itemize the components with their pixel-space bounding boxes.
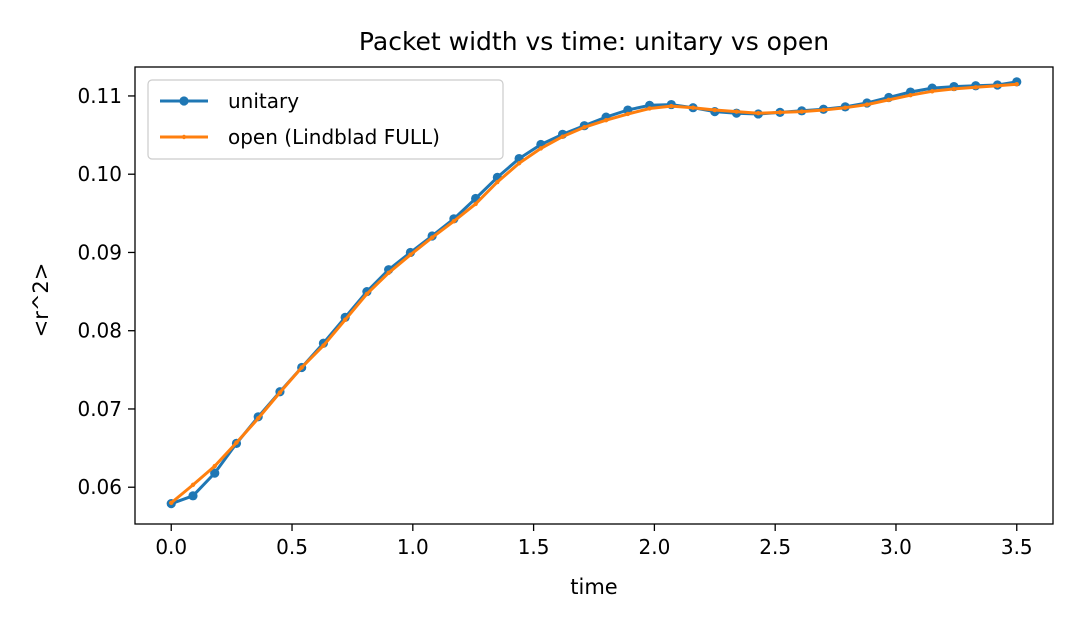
data-point xyxy=(973,85,978,90)
x-axis-label: time xyxy=(570,575,617,599)
data-point xyxy=(603,118,609,123)
data-point xyxy=(364,291,370,297)
data-point xyxy=(234,440,239,445)
data-point xyxy=(299,365,304,370)
plot-frame xyxy=(134,66,1054,525)
series-layer xyxy=(166,77,1022,509)
data-point xyxy=(429,235,435,240)
axis-ticks: 0.0 0.5 1.0 1.5 2.0 2.5 3.0 3.5 0.06 0.07 0.08 0.09… xyxy=(77,84,1032,559)
data-point xyxy=(495,179,500,185)
data-point xyxy=(321,343,326,348)
x-tick-label: 1.0 xyxy=(397,535,429,559)
series-line xyxy=(170,82,1017,505)
data-point xyxy=(212,463,217,469)
y-tick-label: 0.10 xyxy=(77,162,122,186)
legend-swatch-marker xyxy=(181,134,187,140)
data-point xyxy=(647,106,652,111)
data-point xyxy=(516,161,522,166)
x-tick-label: 3.5 xyxy=(1001,535,1033,559)
data-point xyxy=(995,83,1000,88)
data-point xyxy=(951,86,957,92)
x-tick-label: 2.0 xyxy=(638,535,670,559)
legend-box xyxy=(147,79,504,160)
y-tick-label: 0.07 xyxy=(77,397,122,421)
data-point xyxy=(669,103,674,109)
data-point xyxy=(777,110,783,115)
data-point xyxy=(451,218,457,224)
data-point xyxy=(1014,82,1019,87)
data-point xyxy=(690,105,696,110)
data-point xyxy=(821,107,826,113)
legend-swatch-marker xyxy=(179,96,189,106)
data-point xyxy=(734,109,739,114)
data-point xyxy=(843,105,848,110)
x-tick-label: 0.0 xyxy=(155,535,187,559)
x-tick-label: 2.5 xyxy=(759,535,791,559)
data-point xyxy=(473,201,478,207)
data-point xyxy=(538,146,544,151)
data-point xyxy=(908,92,913,98)
data-point xyxy=(386,270,391,276)
data-point xyxy=(277,390,283,395)
data-point xyxy=(342,317,348,322)
data-point xyxy=(190,482,196,488)
chart-title: Packet width vs time: unitary vs open xyxy=(359,27,829,56)
legend-entry-label: open (Lindblad FULL) xyxy=(228,125,440,149)
data-point xyxy=(756,110,761,116)
data-point xyxy=(169,500,174,506)
x-tick-label: 1.5 xyxy=(518,535,550,559)
data-point xyxy=(864,102,870,107)
data-point xyxy=(362,286,372,297)
data-point xyxy=(408,252,413,258)
y-axis-label: <r^2> xyxy=(29,263,53,338)
data-point xyxy=(210,468,220,478)
y-tick-label: 0.08 xyxy=(77,319,122,343)
data-point xyxy=(188,491,198,501)
data-point xyxy=(560,134,565,139)
data-point xyxy=(625,111,631,117)
data-point xyxy=(256,416,261,421)
legend: unitary open (Lindblad FULL) xyxy=(147,79,504,160)
x-tick-label: 3.0 xyxy=(880,535,912,559)
data-point xyxy=(799,109,804,114)
data-point xyxy=(930,89,935,94)
data-point xyxy=(886,97,891,103)
legend-entry-label: unitary xyxy=(228,89,299,113)
x-tick-label: 0.5 xyxy=(276,535,308,559)
data-point xyxy=(712,107,717,113)
data-point xyxy=(582,125,587,130)
y-tick-label: 0.06 xyxy=(77,475,122,499)
series-open xyxy=(169,82,1019,506)
y-tick-label: 0.11 xyxy=(77,84,122,108)
y-tick-label: 0.09 xyxy=(77,240,122,264)
